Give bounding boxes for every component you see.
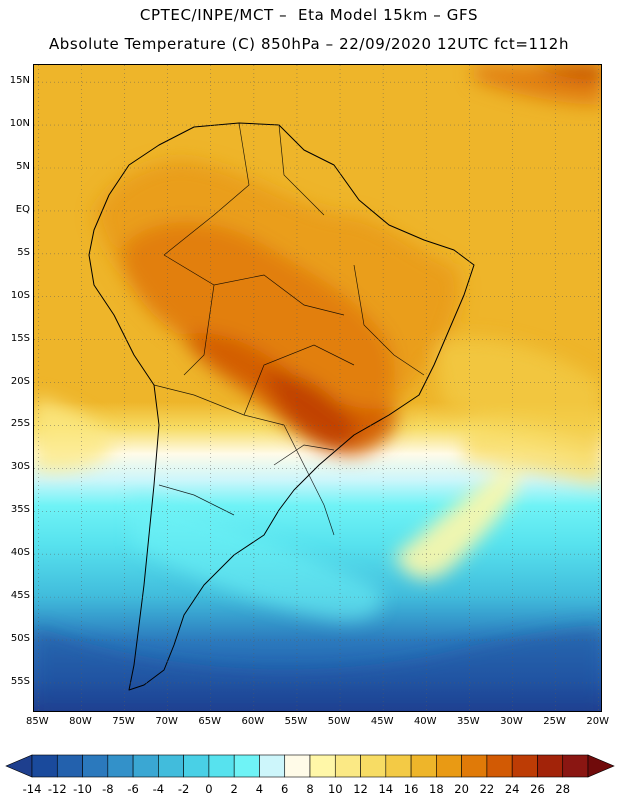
lon-tick-label: 60W [241,716,265,727]
colorbar-swatch [537,754,564,778]
lat-tick-label: 5S [17,246,30,258]
colorbar-swatch [385,754,412,778]
temperature-field-shading [34,65,601,711]
colorbar-tick-label: 6 [281,782,289,796]
colorbar-swatch [461,754,488,778]
colorbar-tick-label: 2 [230,782,238,796]
lat-lon-grid [34,65,601,711]
lat-tick-label: 45S [10,590,30,602]
lon-tick-label: 70W [155,716,178,727]
lat-tick-label: 20S [10,375,30,387]
lat-tick-label: 15S [10,332,30,344]
colorbar-swatch [82,754,109,778]
colorbar-tick-label: 12 [353,782,368,796]
lon-tick-label: 85W [25,716,49,727]
colorbar-tick-label: 20 [454,782,469,796]
lon-tick-label: 35W [457,716,480,727]
colorbar-swatch [562,754,589,778]
chart-title-line-2: Absolute Temperature (C) 850hPa – 22/09/… [48,35,570,53]
colorbar-tick-label: 10 [327,782,343,796]
colorbar-tick-label: 8 [306,782,314,796]
colorbar-tick-label: 18 [429,782,444,796]
colorbar-min-arrow [5,754,33,778]
colorbar-tick-label: 22 [479,782,495,796]
lon-tick-label: 25W [543,716,566,727]
colorbar-swatch [511,754,538,778]
map-panel [33,64,602,712]
lon-tick-label: 55W [284,716,308,727]
temperature-map [34,65,601,711]
colorbar-tick-label: 26 [530,782,545,796]
colorbar-swatch [284,754,311,778]
colorbar-tick-label: -2 [177,782,190,796]
colorbar-swatch [436,754,462,778]
lon-tick-label: 50W [327,716,351,727]
colorbar-swatch [158,754,184,778]
lon-tick-label: 40W [413,716,437,727]
colorbar-swatch [309,754,336,778]
coastline [88,122,475,691]
lat-tick-label: EQ [15,203,30,215]
lat-tick-label: 15N [9,75,30,87]
colorbar-tick-label: -4 [152,782,165,796]
colorbar-tick-label: 14 [378,782,394,796]
colorbar-tick-label: 4 [255,782,264,796]
colorbar-tick-label: -10 [73,782,92,796]
colorbar-tick-label: -12 [47,782,67,796]
colorbar-swatch [31,754,58,778]
lat-tick-label: 40S [10,547,30,559]
lat-tick-label: 50S [10,633,30,645]
colorbar-swatch [410,754,437,778]
lat-tick-label: 10S [10,289,30,301]
colorbar-swatch [56,754,83,778]
colorbar-max-arrow [587,754,615,778]
colorbar-swatch [486,754,513,778]
lat-tick-label: 10N [9,118,30,130]
colorbar-tick-label: 16 [403,782,419,796]
lon-tick-label: 80W [69,716,92,727]
colorbar-swatch [360,754,387,778]
colorbar-tick-label: 28 [555,782,571,796]
chart-title-line-1: CPTEC/INPE/MCT – Eta Model 15km – GFS [139,6,479,24]
colorbar-swatch [107,754,134,778]
colorbar-swatch [334,754,361,778]
lon-tick-label: 75W [112,716,135,727]
lat-tick-label: 30S [10,461,30,473]
lat-tick-label: 25S [10,418,30,430]
lat-tick-label: 35S [10,504,30,516]
lon-tick-label: 65W [198,716,222,727]
colorbar-swatch [233,754,260,778]
colorbar-tick-label: -8 [102,782,114,796]
colorbar-tick-label: -14 [22,782,42,796]
colorbar-swatch [183,754,210,778]
color-scale-bar [5,754,615,778]
lon-tick-label: 20W [586,716,609,727]
colorbar-tick-label: 0 [205,782,213,796]
colorbar-tick-label: 24 [504,782,520,796]
lat-tick-label: 5N [16,160,30,172]
lon-tick-label: 45W [370,716,394,727]
colorbar-tick-label: -6 [127,782,139,796]
colorbar-swatch [259,754,286,778]
colorbar-swatch [208,754,235,778]
lat-tick-label: 55S [10,675,30,687]
lon-tick-label: 30W [500,716,523,727]
colorbar-swatch [132,754,159,778]
